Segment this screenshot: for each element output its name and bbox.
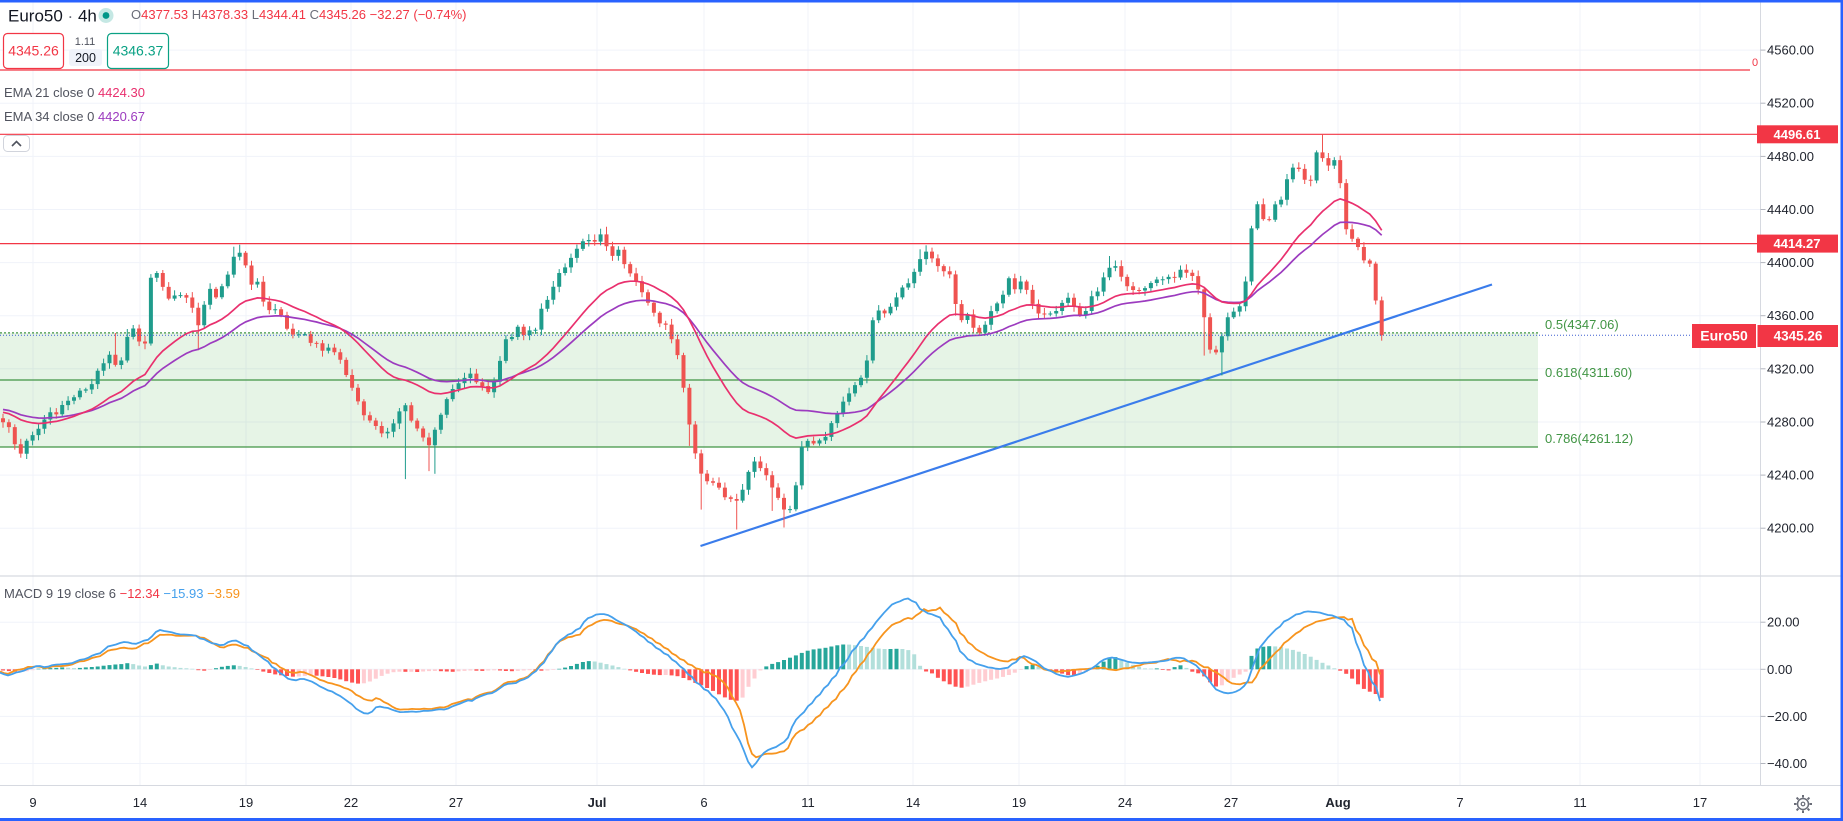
svg-text:Euro50 · 4h: Euro50 · 4h — [8, 7, 97, 26]
svg-text:24: 24 — [1118, 795, 1132, 810]
svg-text:4560.00: 4560.00 — [1767, 43, 1814, 58]
svg-text:4240.00: 4240.00 — [1767, 468, 1814, 483]
svg-text:17: 17 — [1693, 795, 1707, 810]
svg-text:11: 11 — [801, 795, 815, 810]
svg-text:Aug: Aug — [1325, 795, 1350, 810]
svg-text:0.00: 0.00 — [1767, 662, 1792, 677]
svg-text:4520.00: 4520.00 — [1767, 96, 1814, 111]
svg-text:0.618(4311.60): 0.618(4311.60) — [1545, 365, 1632, 380]
svg-text:EMA 34 close 0 4420.67: EMA 34 close 0 4420.67 — [4, 109, 145, 124]
svg-text:−20.00: −20.00 — [1767, 709, 1807, 724]
svg-text:4400.00: 4400.00 — [1767, 255, 1814, 270]
svg-text:6: 6 — [700, 795, 707, 810]
svg-text:0.786(4261.12): 0.786(4261.12) — [1545, 431, 1633, 446]
svg-text:MACD 9 19 close 6 −12.34 −15.9: MACD 9 19 close 6 −12.34 −15.93 −3.59 — [4, 586, 240, 601]
svg-text:4320.00: 4320.00 — [1767, 361, 1814, 376]
svg-text:4346.37: 4346.37 — [113, 43, 164, 59]
svg-text:EMA 21 close 0 4424.30: EMA 21 close 0 4424.30 — [4, 85, 145, 100]
svg-text:0.5(4347.06): 0.5(4347.06) — [1545, 317, 1619, 332]
svg-text:200: 200 — [75, 51, 96, 65]
svg-text:7: 7 — [1456, 795, 1463, 810]
svg-text:−40.00: −40.00 — [1767, 756, 1807, 771]
svg-text:4480.00: 4480.00 — [1767, 149, 1814, 164]
svg-text:0: 0 — [1752, 57, 1758, 69]
svg-text:14: 14 — [906, 795, 920, 810]
svg-text:4360.00: 4360.00 — [1767, 308, 1814, 323]
svg-text:4345.26: 4345.26 — [8, 43, 59, 59]
svg-text:4345.26: 4345.26 — [1774, 329, 1823, 344]
svg-text:1.11: 1.11 — [75, 36, 96, 48]
svg-text:27: 27 — [449, 795, 463, 810]
svg-text:11: 11 — [1573, 795, 1587, 810]
svg-text:4280.00: 4280.00 — [1767, 415, 1814, 430]
svg-text:4496.61: 4496.61 — [1774, 127, 1821, 142]
svg-text:14: 14 — [133, 795, 147, 810]
svg-text:9: 9 — [29, 795, 36, 810]
svg-text:27: 27 — [1224, 795, 1238, 810]
svg-text:19: 19 — [239, 795, 253, 810]
svg-text:4440.00: 4440.00 — [1767, 202, 1814, 217]
svg-text:4414.27: 4414.27 — [1774, 236, 1821, 251]
svg-text:O4377.53 H4378.33 L4344.41 C43: O4377.53 H4378.33 L4344.41 C4345.26 −32.… — [131, 7, 467, 22]
svg-text:Euro50: Euro50 — [1700, 328, 1748, 344]
svg-text:22: 22 — [344, 795, 358, 810]
svg-text:Jul: Jul — [588, 795, 607, 810]
svg-text:4200.00: 4200.00 — [1767, 521, 1814, 536]
svg-text:20.00: 20.00 — [1767, 615, 1800, 630]
svg-text:19: 19 — [1012, 795, 1026, 810]
